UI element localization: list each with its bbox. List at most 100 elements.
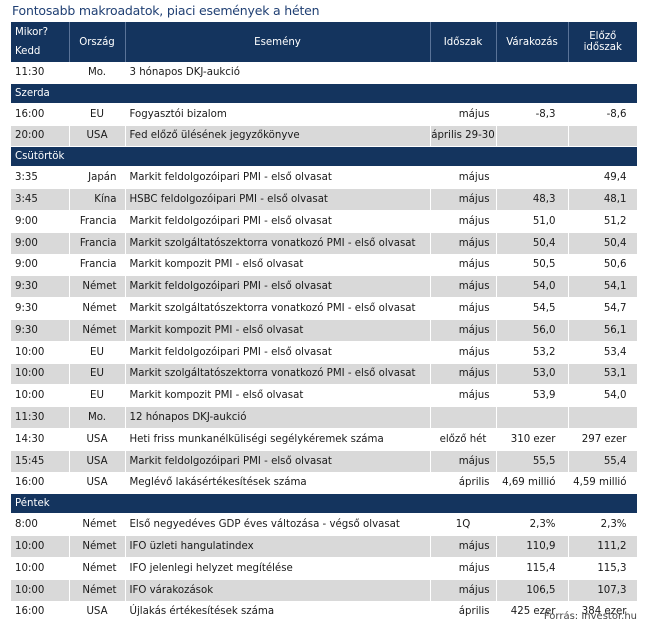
cell-previous: -8,6 xyxy=(568,103,638,126)
cell-previous: 49,4 xyxy=(568,166,638,190)
cell-country: EU xyxy=(69,363,126,386)
cell-event: Fogyasztói bizalom xyxy=(125,103,431,126)
cell-previous: 115,3 xyxy=(568,557,638,580)
cell-expectation: 54,0 xyxy=(496,275,569,299)
cell-previous xyxy=(568,62,638,84)
cell-expectation: 53,9 xyxy=(496,384,569,408)
cell-period: május xyxy=(430,319,497,342)
cell-previous: 54,0 xyxy=(568,384,638,408)
table-row: 9:30 Német Markit szolgáltatószektorra von… xyxy=(11,297,638,320)
cell-country: Kína xyxy=(69,188,126,211)
table-row: 14:30 USA Heti friss munkanélküliségi segé… xyxy=(11,428,638,451)
cell-country: EU xyxy=(69,384,126,408)
cell-country: Francia xyxy=(69,232,126,255)
cell-period: május xyxy=(430,450,497,473)
cell-expectation: 53,0 xyxy=(496,363,569,386)
cell-period: április xyxy=(430,601,497,624)
cell-expectation xyxy=(496,166,569,190)
cell-time: 10:00 xyxy=(11,535,70,558)
cell-time: 10:00 xyxy=(11,579,70,602)
table-row: 9:30 Német Markit feldolgozóipari PMI - el… xyxy=(11,275,638,299)
cell-expectation: 106,5 xyxy=(496,579,569,602)
cell-time: 9:30 xyxy=(11,297,70,320)
cell-time: 9:00 xyxy=(11,210,70,233)
cell-period: május xyxy=(430,166,497,190)
cell-previous: 51,2 xyxy=(568,210,638,233)
cell-period: május xyxy=(430,210,497,233)
cell-event: IFO üzleti hangulatindex xyxy=(125,535,431,558)
cell-country: Francia xyxy=(69,254,126,277)
table-row: 15:45 USA Markit feldolgozóipari PMI - els… xyxy=(11,450,638,473)
table-row: 10:00 EU Markit kompozit PMI - első olvasa… xyxy=(11,384,638,408)
table-row: 9:00 Francia Markit feldolgozóipari PMI - … xyxy=(11,210,638,233)
cell-time: 16:00 xyxy=(11,103,70,126)
cell-country: Német xyxy=(69,319,126,342)
cell-previous: 48,1 xyxy=(568,188,638,211)
table-row: 10:00 Német IFO várakozások május 106,5 107,3 xyxy=(11,579,638,602)
cell-country: Japán xyxy=(69,166,126,190)
cell-period: május xyxy=(430,188,497,211)
cell-expectation: 50,4 xyxy=(496,232,569,255)
cell-period: május xyxy=(430,363,497,386)
table-row: 11:30 Mo. 3 hónapos DKJ-aukció xyxy=(11,62,638,84)
cell-period: 1Q xyxy=(430,513,497,537)
section-row: Péntek xyxy=(11,493,638,515)
cell-time: 8:00 xyxy=(11,513,70,537)
cell-previous: 53,4 xyxy=(568,341,638,364)
cell-event: Markit feldolgozóipari PMI - első olvasa… xyxy=(125,210,431,233)
cell-country: Mo. xyxy=(69,406,126,429)
cell-country: Német xyxy=(69,275,126,299)
cell-event: Markit feldolgozóipari PMI - első olvasa… xyxy=(125,341,431,364)
cell-expectation: 110,9 xyxy=(496,535,569,558)
cell-time: 11:30 xyxy=(11,62,70,84)
cell-country: Német xyxy=(69,535,126,558)
cell-event: 12 hónapos DKJ-aukció xyxy=(125,406,431,429)
cell-previous xyxy=(568,125,638,148)
header-expectation: Várakozás xyxy=(496,22,569,62)
header-period: Időszak xyxy=(430,22,497,62)
cell-time: 20:00 xyxy=(11,125,70,148)
cell-expectation: 50,5 xyxy=(496,254,569,277)
cell-event: Markit szolgáltatószektorra vonatkozó PM… xyxy=(125,297,431,320)
cell-period: május xyxy=(430,341,497,364)
cell-previous: 50,6 xyxy=(568,254,638,277)
section-label: Péntek xyxy=(11,493,638,515)
table-body: 11:30 Mo. 3 hónapos DKJ-aukció Szerda 16:00 E… xyxy=(11,62,638,624)
cell-period: május xyxy=(430,535,497,558)
cell-country: USA xyxy=(69,472,126,495)
table-row: 9:00 Francia Markit kompozit PMI - első ol… xyxy=(11,254,638,277)
cell-period: április xyxy=(430,472,497,495)
source-note: Forrás: Investor.hu xyxy=(543,611,637,622)
table-row: 8:00 Német Első negyedéves GDP éves változ… xyxy=(11,513,638,537)
table-row: 9:30 Német Markit kompozit PMI - első olva… xyxy=(11,319,638,342)
cell-period: május xyxy=(430,297,497,320)
table-row: 10:00 EU Markit feldolgozóipari PMI - első… xyxy=(11,341,638,364)
cell-previous: 111,2 xyxy=(568,535,638,558)
cell-expectation xyxy=(496,125,569,148)
cell-expectation: 48,3 xyxy=(496,188,569,211)
cell-expectation: 425 ezer xyxy=(496,601,569,624)
table-row: 10:00 Német IFO üzleti hangulatindex május 1… xyxy=(11,535,638,558)
table-row: 3:35 Japán Markit feldolgozóipari PMI - el… xyxy=(11,166,638,190)
cell-event: Markit szolgáltatószektorra vonatkozó PM… xyxy=(125,232,431,255)
cell-expectation: 56,0 xyxy=(496,319,569,342)
cell-time: 10:00 xyxy=(11,363,70,386)
cell-time: 10:00 xyxy=(11,341,70,364)
cell-time: 16:00 xyxy=(11,472,70,495)
cell-period xyxy=(430,62,497,84)
table-row: 16:00 USA Újlakás értékesítések száma ápril… xyxy=(11,601,638,624)
cell-country: USA xyxy=(69,601,126,624)
table-row: 11:30 Mo. 12 hónapos DKJ-aukció xyxy=(11,406,638,429)
cell-expectation: 51,0 xyxy=(496,210,569,233)
cell-time: 15:45 xyxy=(11,450,70,473)
cell-period: május xyxy=(430,384,497,408)
events-table: Mikor? Kedd Ország Esemény Időszak Várako… xyxy=(11,22,638,624)
cell-event: Markit feldolgozóipari PMI - első olvasa… xyxy=(125,450,431,473)
cell-previous: 53,1 xyxy=(568,363,638,386)
cell-period: előző hét xyxy=(430,428,497,451)
section-row: Szerda xyxy=(11,83,638,104)
cell-previous: 384 ezer xyxy=(568,601,638,624)
cell-time: 11:30 xyxy=(11,406,70,429)
cell-expectation: -8,3 xyxy=(496,103,569,126)
table-row: 16:00 EU Fogyasztói bizalom május -8,3 -8,6 xyxy=(11,103,638,126)
